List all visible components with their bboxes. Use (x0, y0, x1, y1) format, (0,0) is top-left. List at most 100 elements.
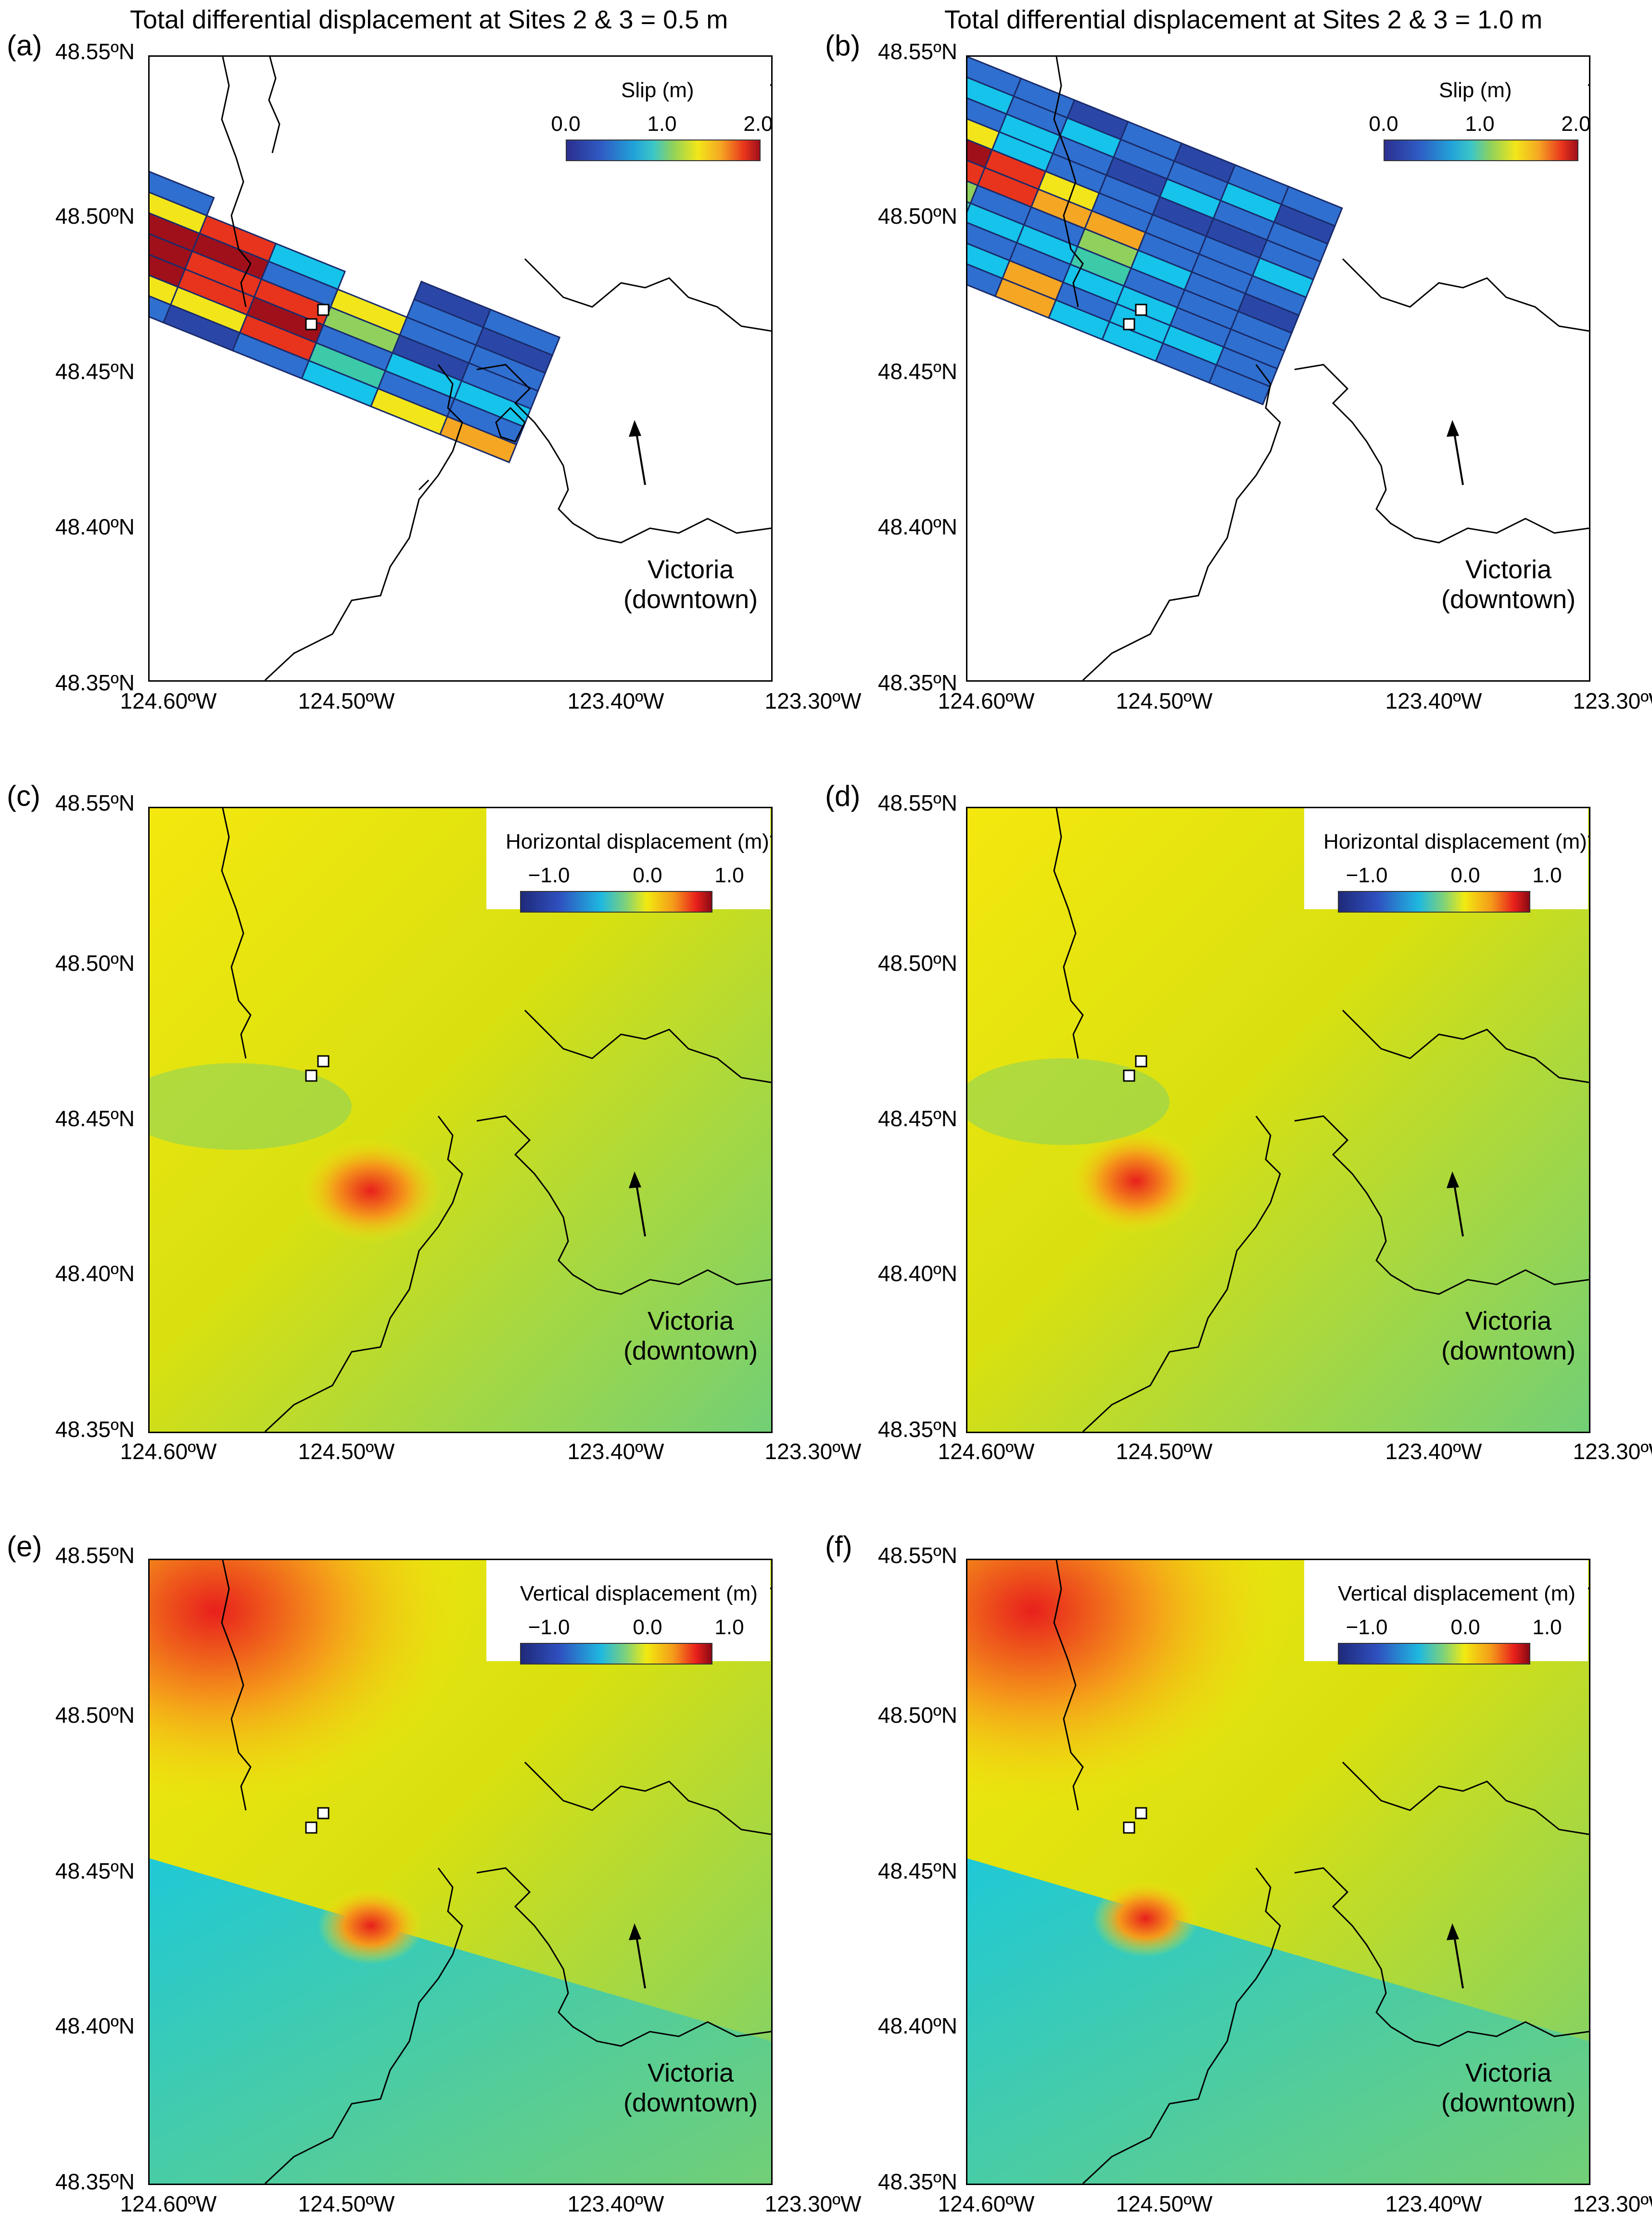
y-tick-label: 48.50ºN (877, 203, 957, 229)
site-marker (317, 304, 330, 316)
x-tick-label: 124.60ºW (938, 1439, 1035, 1464)
slip-map (150, 57, 771, 680)
x-tick-label: 123.40ºW (567, 2191, 664, 2216)
y-tick-label: 48.50ºN (55, 1703, 135, 1728)
x-tick-label: 124.60ºW (120, 2191, 217, 2216)
y-tick-label: 48.50ºN (55, 203, 135, 229)
vertical-displacement-map (967, 1560, 1589, 2184)
panel-letter: (f) (825, 1530, 852, 1563)
map-plot-vertical: Vertical displacement (m) −1.0 0.0 1.0 V… (148, 1559, 773, 2185)
column-title-right: Total differential displacement at Sites… (944, 5, 1543, 34)
map-plot-slip: Slip (m) 0.0 1.0 2.0 Victoria (downtown) (966, 55, 1590, 682)
y-tick-label: 48.50ºN (877, 951, 957, 976)
x-tick-label: 124.50ºW (298, 2191, 395, 2216)
map-plot-vertical: Vertical displacement (m) −1.0 0.0 1.0 V… (966, 1559, 1590, 2185)
colorbar (520, 891, 712, 913)
fault-slip-patches (967, 57, 1343, 406)
x-tick-label: 123.30ºW (1573, 688, 1652, 713)
y-tick-label: 48.45ºN (55, 1106, 135, 1131)
colorbar (1384, 140, 1578, 161)
legend-tick: 0.0 (633, 1615, 662, 1639)
victoria-label: Victoria (downtown) (623, 555, 758, 614)
y-tick-label: 48.55ºN (877, 1543, 957, 1568)
x-tick-label: 124.60ºW (938, 2191, 1035, 2216)
x-tick-label: 123.30ºW (1573, 2191, 1652, 2216)
legend-tick: 1.0 (1532, 1615, 1562, 1639)
y-tick-label: 48.45ºN (55, 1858, 135, 1883)
y-tick-label: 48.35ºN (877, 1417, 957, 1442)
victoria-arrow (1447, 420, 1464, 485)
y-tick-label: 48.50ºN (877, 1703, 957, 1728)
y-tick-label: 48.55ºN (55, 1543, 135, 1568)
colorbar (1338, 1643, 1530, 1665)
legend-tick: 2.0 (743, 112, 773, 136)
panel-letter: (b) (825, 29, 861, 62)
victoria-arrow (629, 420, 646, 485)
legend-tick: 2.0 (1561, 112, 1590, 136)
y-tick-label: 48.55ºN (877, 790, 957, 815)
site-marker (317, 1807, 330, 1819)
y-tick-label: 48.45ºN (877, 359, 957, 384)
legend-tick: 0.0 (1450, 1615, 1480, 1639)
panel-letter: (a) (7, 29, 42, 62)
x-tick-label: 123.40ºW (1385, 1439, 1482, 1464)
panel-letter: (d) (825, 780, 861, 812)
legend-tick: 0.0 (551, 112, 581, 136)
y-tick-label: 48.35ºN (877, 670, 957, 695)
legend-tick: 1.0 (1465, 112, 1495, 136)
victoria-label: Victoria (downtown) (623, 1307, 758, 1365)
site-marker (305, 1069, 318, 1082)
legend-title: Slip (m) (621, 78, 694, 102)
x-tick-label: 123.40ºW (567, 1439, 664, 1464)
y-tick-label: 48.40ºN (55, 2013, 135, 2038)
x-tick-label: 123.40ºW (567, 688, 664, 713)
victoria-arrow (1447, 1923, 1464, 1989)
site-marker (1123, 1069, 1135, 1082)
y-tick-label: 48.45ºN (877, 1858, 957, 1883)
fault-slip-patches (150, 169, 561, 463)
legend-tick: 0.0 (1369, 112, 1398, 136)
x-tick-label: 123.30ºW (764, 2191, 862, 2216)
x-tick-label: 123.40ºW (1385, 688, 1482, 713)
x-tick-label: 124.60ºW (938, 688, 1035, 713)
victoria-arrow (629, 1171, 646, 1237)
x-tick-label: 123.30ºW (764, 688, 862, 713)
y-tick-label: 48.40ºN (55, 514, 135, 539)
y-tick-label: 48.40ºN (877, 2013, 957, 2038)
site-marker (1135, 1055, 1147, 1068)
legend-tick: 1.0 (1532, 864, 1562, 887)
site-marker (305, 1821, 318, 1834)
y-tick-label: 48.40ºN (877, 1261, 957, 1286)
victoria-label: Victoria (downtown) (623, 2059, 758, 2117)
victoria-label: Victoria (downtown) (1441, 2059, 1576, 2117)
y-tick-label: 48.55ºN (55, 39, 135, 64)
x-tick-label: 123.40ºW (1385, 2191, 1482, 2216)
y-tick-label: 48.35ºN (55, 670, 135, 695)
site-marker (1123, 1821, 1135, 1834)
legend-tick: −1.0 (1346, 1615, 1388, 1639)
site-marker (317, 1055, 330, 1068)
x-tick-label: 123.30ºW (764, 1439, 862, 1464)
x-tick-label: 123.30ºW (1573, 1439, 1652, 1464)
legend-title: Vertical displacement (m) (520, 1582, 758, 1605)
column-title-left: Total differential displacement at Sites… (130, 5, 728, 34)
legend-title: Horizontal displacement (m) (506, 830, 769, 853)
map-plot-horizontal: Horizontal displacement (m) −1.0 0.0 1.0… (148, 807, 773, 1433)
x-tick-label: 124.50ºW (1116, 688, 1213, 713)
y-tick-label: 48.40ºN (55, 1261, 135, 1286)
legend-title: Horizontal displacement (m) (1323, 830, 1587, 853)
legend-tick: 0.0 (633, 864, 662, 887)
site-marker (305, 318, 318, 330)
x-tick-label: 124.60ºW (120, 688, 217, 713)
legend-tick: 1.0 (714, 1615, 744, 1639)
site-marker (1123, 318, 1135, 330)
y-tick-label: 48.55ºN (877, 39, 957, 64)
panel-letter: (e) (7, 1530, 42, 1563)
y-tick-label: 48.40ºN (877, 514, 957, 539)
site-marker (1135, 304, 1147, 316)
legend-tick: −1.0 (1346, 864, 1388, 887)
slip-map (967, 57, 1589, 680)
colorbar (566, 140, 761, 161)
coastline (1053, 808, 1589, 1432)
colorbar (520, 1643, 712, 1665)
